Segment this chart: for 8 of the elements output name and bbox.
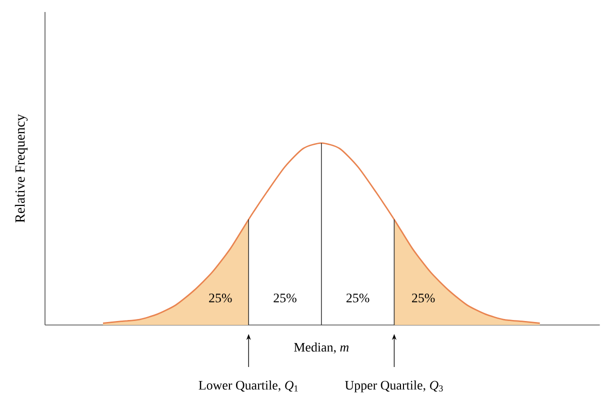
x-tick-label: Lower Quartile, Q$_{1}$ (198, 380, 298, 392)
annotation: 25% (274, 294, 296, 302)
annotation: 25% (209, 294, 232, 302)
y-axis-title: Relative Frequency (14, 114, 28, 223)
x-tick-label: Median, m (294, 342, 349, 354)
annotation: 25% (346, 294, 370, 302)
x-tick-label: Upper Quartile, Q$_{3}$ (345, 380, 443, 392)
annotation: 25% (412, 294, 435, 302)
